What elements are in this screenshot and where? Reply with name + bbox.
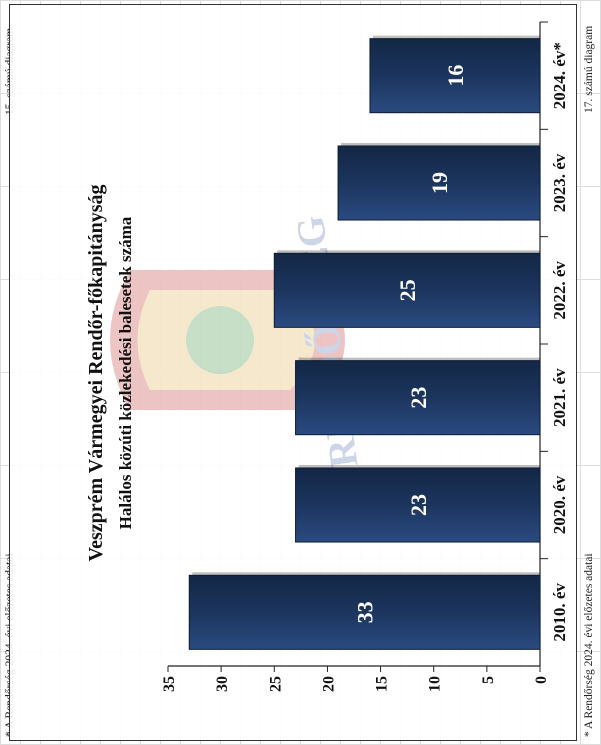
x-category-label: 2020. év [550,475,569,534]
y-tick-label: 35 [161,676,178,692]
bar-value-label: 16 [443,65,468,87]
bar-2024 [369,38,541,114]
bar-value-label: 25 [395,279,420,301]
bar-2010 [188,574,541,650]
y-tick-label: 20 [320,676,337,692]
bar-2021 [295,360,541,436]
x-category-label: 2024. év* [550,42,569,109]
chart: RENDŐRSÉG Veszprém Vármegyei Rendőr-főka… [85,21,569,692]
x-category-label: 2010. év [550,583,569,642]
y-tick-label: 30 [214,676,231,692]
bar-2023 [337,145,541,221]
chart-subtitle: Halálos közúti közlekedési balesetek szá… [116,216,135,529]
bar-value-label: 23 [406,494,431,516]
x-category-label: 2023. év [550,153,569,212]
bottom-footnote-right: 17. számú diagram [583,25,595,113]
y-tick-label: 5 [480,676,497,684]
bottom-footnote-left: * A Rendőrség 2024. évi előzetes adatai [583,553,595,737]
chart-bars: 33 23 23 25 19 16 [188,35,541,650]
bar-value-label: 19 [427,172,452,194]
bar-2022 [273,252,541,328]
bar-2020 [295,467,541,543]
x-category-label: 2021. év [550,368,569,427]
y-tick-label: 0 [533,676,550,684]
bar-value-label: 33 [353,601,378,623]
x-category-label: 2022. év [550,261,569,320]
bottom-footnote-row: * A Rendőrség 2024. évi előzetes adatai … [579,0,601,745]
bar-value-label: 23 [406,387,431,409]
chart-axes: 0 5 10 15 20 25 30 35 2010. év 2020. év 2021. év 20… [161,21,569,692]
y-tick-label: 25 [267,676,284,692]
chart-title: Veszprém Vármegyei Rendőr-főkapitányság [85,184,107,561]
y-tick-label: 10 [427,676,444,692]
chart-frame: RENDŐRSÉG Veszprém Vármegyei Rendőr-főka… [9,4,577,741]
y-tick-label: 15 [374,676,391,692]
